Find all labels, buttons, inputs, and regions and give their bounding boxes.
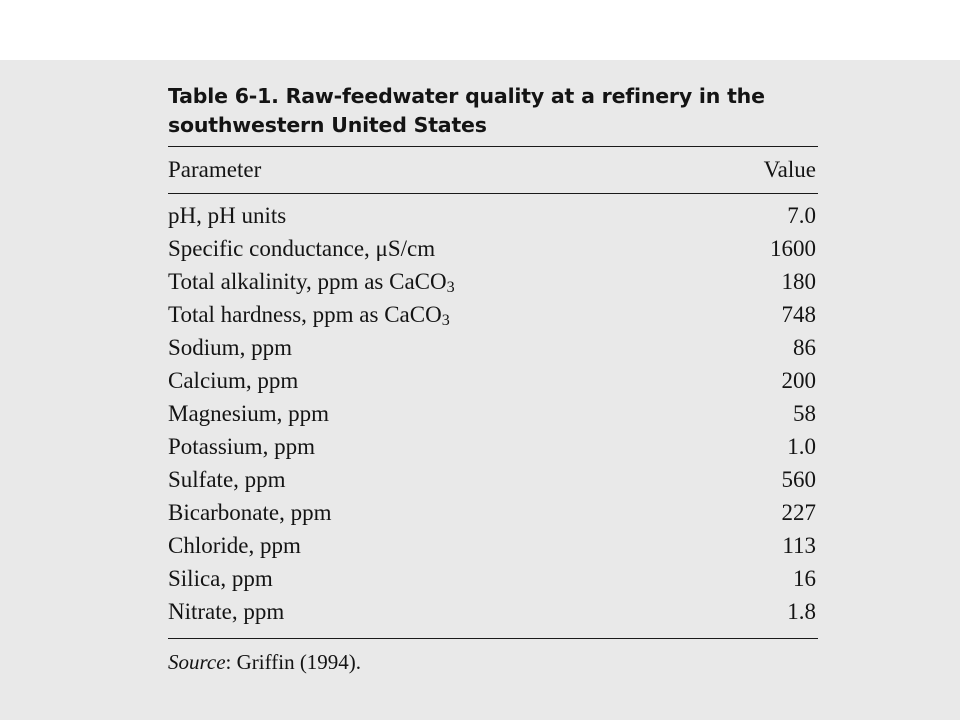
row-value: 180 [781, 269, 817, 294]
table-body: pH, pH units 7.0 Specific conductance, μ… [168, 199, 818, 628]
header-rule [168, 193, 818, 194]
row-value: 1600 [770, 236, 816, 261]
row-parameter: Sodium, ppm [168, 335, 292, 360]
row-value: 748 [781, 302, 817, 327]
caption-line-1: Table 6-1. Raw-feedwater quality at a re… [168, 84, 765, 108]
bottom-rule [168, 638, 818, 639]
row-value: 7.0 [787, 203, 816, 228]
table-row: Silica, ppm 16 [168, 562, 818, 595]
row-parameter: Silica, ppm [168, 566, 273, 591]
source-text: : Griffin (1994). [225, 650, 362, 674]
row-parameter: Bicarbonate, ppm [168, 500, 332, 525]
row-value: 16 [793, 566, 816, 591]
header-value: Value [763, 157, 816, 182]
row-value: 113 [782, 533, 816, 558]
table-row: Sulfate, ppm 560 [168, 463, 818, 496]
row-parameter: Calcium, ppm [168, 368, 299, 393]
row-value: 227 [781, 500, 817, 525]
table-header: Parameter Value [168, 155, 818, 185]
row-value: 58 [793, 401, 816, 426]
caption-line-2: southwestern United States [168, 113, 487, 137]
row-value: 86 [793, 335, 816, 360]
row-parameter: Total alkalinity, ppm as CaCO3 [168, 265, 455, 298]
row-parameter-subscript: 3 [446, 279, 455, 297]
table-row: Specific conductance, μS/cm 1600 [168, 232, 818, 265]
row-parameter: Chloride, ppm [168, 533, 301, 558]
data-table: Table 6-1. Raw-feedwater quality at a re… [168, 80, 818, 677]
table-row: Chloride, ppm 113 [168, 529, 818, 562]
row-value: 1.0 [787, 434, 816, 459]
table-caption: Table 6-1. Raw-feedwater quality at a re… [168, 80, 818, 140]
row-parameter: Specific conductance, μS/cm [168, 236, 436, 261]
row-value: 560 [781, 467, 817, 492]
table-row: Sodium, ppm 86 [168, 331, 818, 364]
row-parameter-text: Total hardness, ppm as CaCO [168, 302, 442, 327]
row-parameter: Magnesium, ppm [168, 401, 329, 426]
row-parameter-subscript: 3 [441, 312, 450, 330]
row-parameter-text: Total alkalinity, ppm as CaCO [168, 269, 447, 294]
header-parameter: Parameter [168, 157, 262, 182]
row-parameter: Sulfate, ppm [168, 467, 286, 492]
table-row: Bicarbonate, ppm 227 [168, 496, 818, 529]
row-parameter: Nitrate, ppm [168, 599, 285, 624]
row-parameter: Total hardness, ppm as CaCO3 [168, 298, 450, 331]
table-row: Total alkalinity, ppm as CaCO3 180 [168, 265, 818, 298]
top-rule [168, 146, 818, 147]
table-row: pH, pH units 7.0 [168, 199, 818, 232]
table-row: Nitrate, ppm 1.8 [168, 595, 818, 628]
row-value: 200 [781, 368, 817, 393]
row-parameter: pH, pH units [168, 203, 287, 228]
scanned-page [0, 60, 960, 720]
table-row: Calcium, ppm 200 [168, 364, 818, 397]
source-label: Source [168, 650, 226, 674]
table-source: Source: Griffin (1994). [168, 647, 818, 677]
row-value: 1.8 [787, 599, 816, 624]
row-parameter: Potassium, ppm [168, 434, 315, 459]
table-row: Potassium, ppm 1.0 [168, 430, 818, 463]
table-row: Total hardness, ppm as CaCO3 748 [168, 298, 818, 331]
table-row: Magnesium, ppm 58 [168, 397, 818, 430]
